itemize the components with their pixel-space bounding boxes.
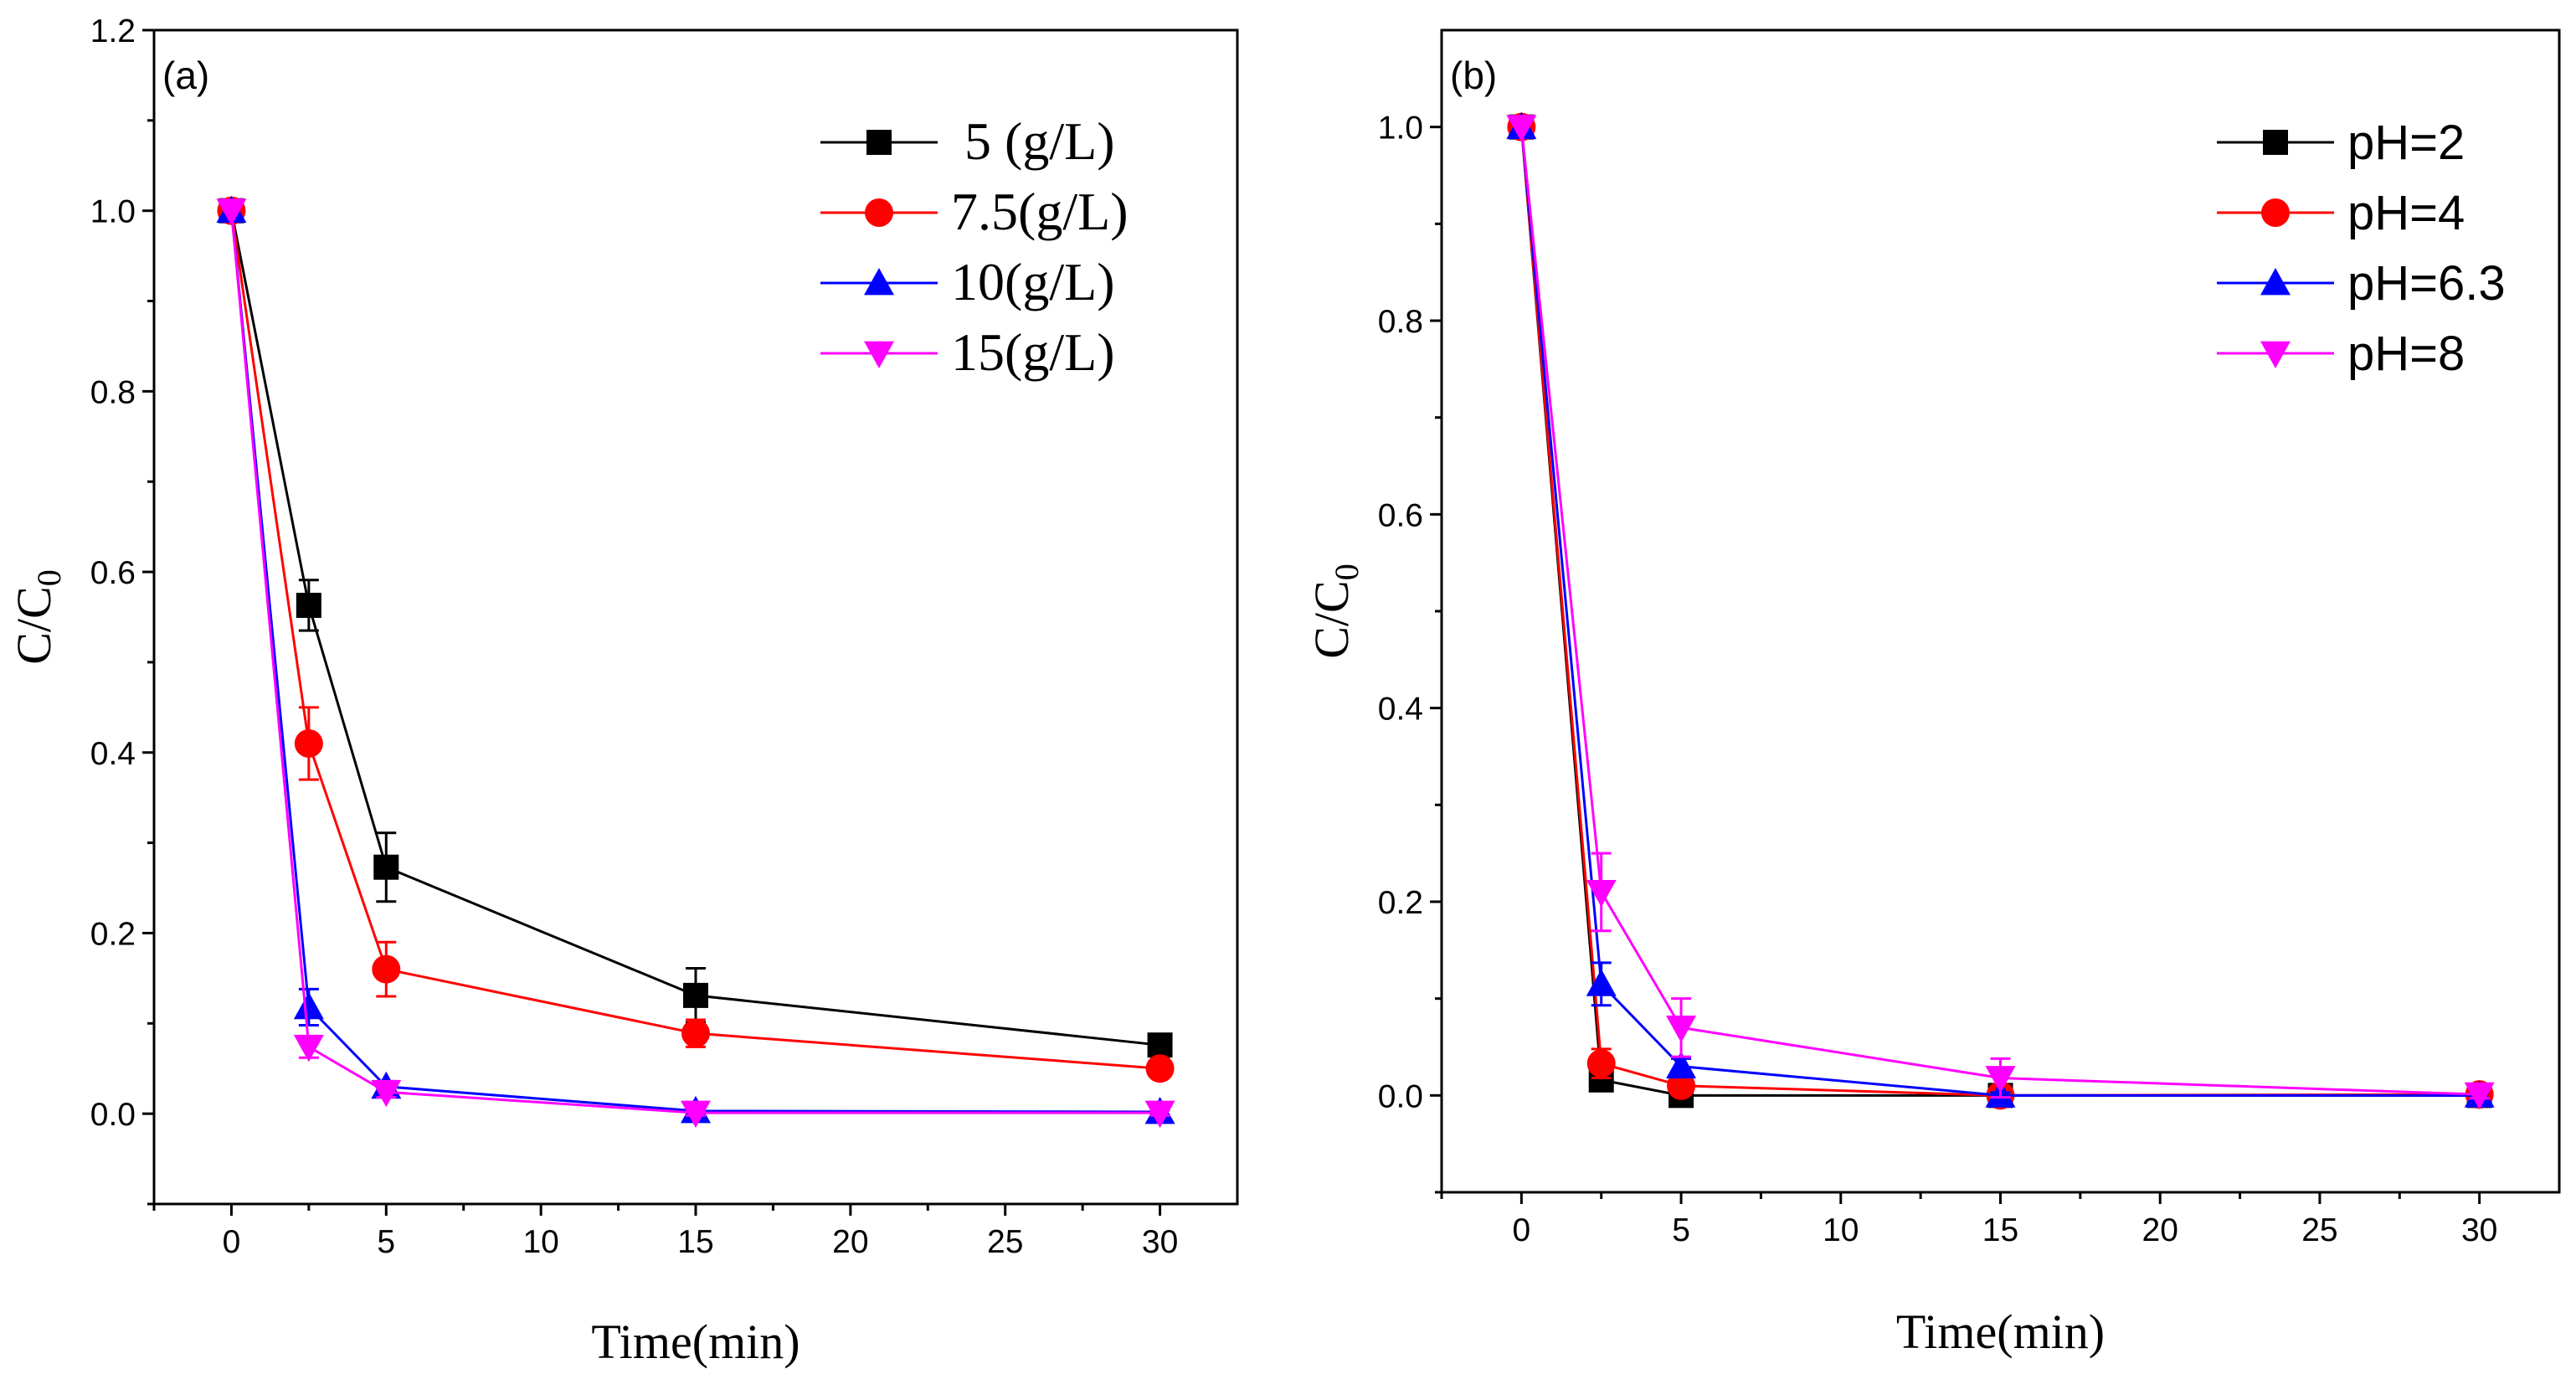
legend-label: pH=2 — [2347, 116, 2465, 170]
y-axis-title-text: C/C0 — [1304, 563, 1365, 659]
y-tick-label: 0.2 — [1378, 885, 1423, 921]
legend-label: pH=4 — [2347, 186, 2465, 240]
data-point — [1506, 115, 1537, 142]
data-point — [371, 1079, 402, 1108]
y-axis-title-main: C/C — [1304, 580, 1359, 659]
data-point — [373, 854, 399, 880]
data-point — [216, 198, 247, 226]
series-1 — [1507, 112, 2494, 1110]
legend-marker — [2263, 130, 2288, 155]
y-tick-label: 1.0 — [90, 194, 136, 230]
legend-label: 10(g/L) — [951, 252, 1115, 311]
x-tick-label: 30 — [2461, 1212, 2497, 1248]
legend-label: pH=8 — [2347, 327, 2465, 381]
data-point — [1985, 1066, 2016, 1093]
y-tick-label: 1.0 — [1378, 111, 1423, 147]
y-tick-label: 0.6 — [1378, 497, 1423, 533]
x-tick-label: 20 — [2142, 1212, 2178, 1248]
legend-marker — [2261, 198, 2290, 227]
y-axis-title: C/C0 — [1304, 563, 1365, 659]
legend-marker — [864, 341, 894, 368]
y-tick-label: 0.0 — [90, 1097, 136, 1133]
legend: 5 (g/L) 7.5(g/L) 10(g/L) 15(g/L) — [820, 111, 1129, 382]
x-tick-label: 10 — [1823, 1212, 1859, 1248]
x-tick-label: 10 — [522, 1224, 558, 1260]
data-point — [683, 982, 708, 1008]
x-axis-title: Time(min) — [591, 1315, 800, 1369]
data-point — [1586, 1049, 1616, 1078]
x-tick-label: 5 — [377, 1224, 395, 1260]
data-point — [296, 592, 321, 618]
y-axis-title-subscript: 0 — [1328, 563, 1365, 580]
data-point — [1586, 880, 1617, 908]
legend-label: 15(g/L) — [951, 322, 1115, 382]
x-tick-label: 15 — [1982, 1212, 2018, 1248]
y-tick-label: 0.8 — [90, 374, 136, 410]
legend-label: pH=6.3 — [2347, 256, 2506, 311]
y-tick-label: 0.0 — [1378, 1078, 1423, 1114]
data-point — [293, 1034, 324, 1062]
series-2 — [1506, 111, 2495, 1108]
y-tick-label: 0.6 — [90, 555, 136, 591]
legend-marker — [2260, 341, 2291, 368]
y-axis-title-subscript: 0 — [30, 569, 68, 586]
data-point — [1667, 1071, 1696, 1100]
panel-label: (b) — [1450, 54, 1497, 97]
legend-marker — [865, 198, 893, 227]
x-tick-label: 20 — [832, 1224, 868, 1260]
data-point — [681, 1019, 710, 1048]
data-point — [2464, 1082, 2495, 1110]
legend-label: 7.5(g/L) — [951, 182, 1129, 241]
legend: pH=2 pH=4 pH=6.3 pH=8 — [2217, 116, 2506, 381]
series-line — [1519, 126, 2480, 1097]
series-0 — [1509, 114, 2492, 1109]
data-point — [294, 728, 323, 758]
y-axis-title-text: C/C0 — [7, 569, 68, 665]
data-point — [372, 954, 401, 984]
y-axis-title: C/C0 — [7, 569, 68, 665]
series-line — [1519, 126, 2480, 1097]
data-point — [681, 1100, 711, 1129]
legend-marker — [866, 130, 892, 155]
series-3 — [1506, 115, 2495, 1110]
series-3 — [216, 198, 1175, 1129]
x-tick-label: 5 — [1672, 1212, 1690, 1248]
x-tick-label: 25 — [2301, 1212, 2337, 1248]
data-point — [1666, 1015, 1697, 1043]
x-tick-label: 15 — [677, 1224, 713, 1260]
legend-marker — [2260, 268, 2291, 296]
series-line — [1519, 126, 2480, 1097]
data-point — [1145, 1054, 1175, 1083]
chart-panel-b: 0 5 10 15 20 25 30 0.0 0.2 0.4 0.6 0.8 1.0 (b) Time(mi… — [1304, 28, 2561, 1359]
x-tick-label: 25 — [987, 1224, 1023, 1260]
y-axis-title-main: C/C — [7, 586, 61, 665]
data-point — [1666, 1051, 1697, 1079]
legend-label: 5 (g/L) — [951, 111, 1115, 171]
x-tick-label: 0 — [1513, 1212, 1531, 1248]
y-tick-label: 0.8 — [1378, 304, 1423, 340]
data-point — [1147, 1032, 1173, 1058]
data-point — [293, 991, 324, 1020]
y-tick-label: 0.2 — [90, 916, 136, 952]
x-axis-title: Time(min) — [1896, 1304, 2105, 1359]
x-tick-label: 30 — [1142, 1224, 1178, 1260]
x-tick-label: 0 — [223, 1224, 241, 1260]
chart-panel-a: 0 5 10 15 20 25 30 0.0 0.2 0.4 0.6 0.8 1.0 1.2 (a) Time… — [7, 13, 1239, 1369]
series-line — [1519, 126, 2480, 1096]
panel-label: (a) — [162, 54, 209, 97]
y-tick-label: 1.2 — [90, 13, 136, 49]
y-tick-label: 0.4 — [90, 736, 136, 772]
legend-marker — [864, 268, 894, 296]
data-point — [1144, 1100, 1175, 1129]
y-tick-label: 0.4 — [1378, 692, 1423, 728]
data-point — [1586, 969, 1617, 996]
